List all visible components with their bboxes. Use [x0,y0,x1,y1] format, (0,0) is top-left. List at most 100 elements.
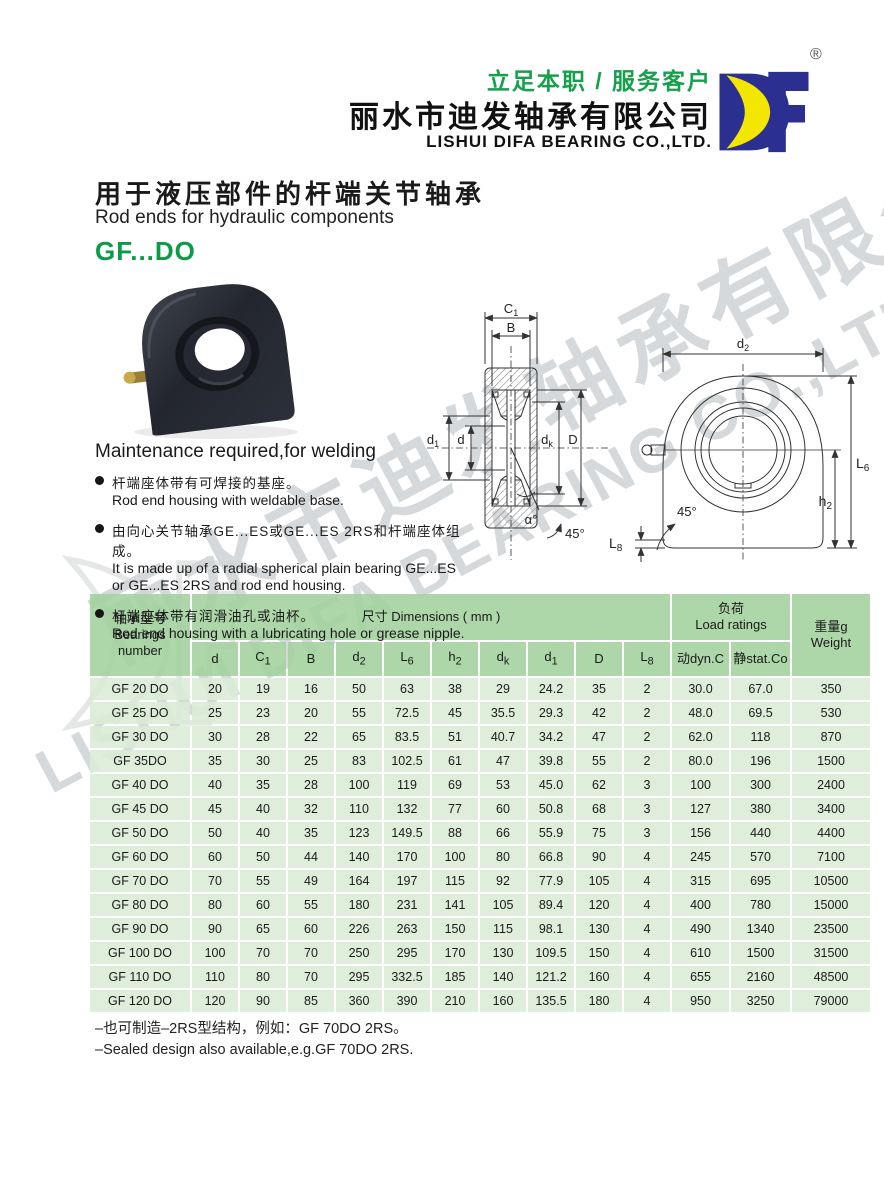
bearing-model-cell: GF 50 DO [90,822,190,844]
table-cell: 127 [672,798,729,820]
table-cell: 47 [576,726,622,748]
table-cell: 48.0 [672,702,729,724]
company-name-en: LISHUI DIFA BEARING CO.,LTD. [426,132,712,151]
table-cell: 80.0 [672,750,729,772]
table-cell: 61 [432,750,478,772]
table-cell: 45 [432,702,478,724]
table-cell: 123 [336,822,382,844]
table-cell: 30 [192,726,238,748]
table-cell: 360 [336,990,382,1012]
table-cell: 2 [624,726,670,748]
brand-slogan: 立足本职 / 服务客户 [486,68,712,94]
table-cell: 35 [288,822,334,844]
registered-trademark-icon: ® [810,46,822,63]
table-cell: 50.8 [528,798,574,820]
table-cell: 44 [288,846,334,868]
table-cell: 66 [480,822,526,844]
section-view [427,312,609,560]
table-cell: 140 [336,846,382,868]
table-cell: 35.5 [480,702,526,724]
footnote-cn: –也可制造–2RS型结构，例如：GF 70DO 2RS。 [95,1021,408,1037]
column-header: d2 [336,642,382,676]
spec-table: 轴承型号 Bearings number 尺寸 Dimensions ( mm … [88,592,872,1014]
table-cell: 65 [240,918,286,940]
table-cell: 80 [480,846,526,868]
column-header-dimensions: 尺寸 Dimensions ( mm ) [192,594,670,640]
dim-label-l6: L6 [856,455,870,474]
dim-label-h2: h2 [819,493,833,512]
table-cell: 28 [288,774,334,796]
table-cell: 300 [731,774,790,796]
table-cell: 77.9 [528,870,574,892]
table-cell: 4400 [792,822,870,844]
bearing-model-cell: GF 110 DO [90,966,190,988]
table-cell: 245 [672,846,729,868]
bearing-model-cell: GF 30 DO [90,726,190,748]
table-cell: 40 [240,822,286,844]
table-cell: 45.0 [528,774,574,796]
bullet-text-cn: 由向心关节轴承GE...ES或GE...ES 2RS和杆端座体组成。 [112,523,461,559]
table-cell: 160 [480,990,526,1012]
table-cell: 55 [288,894,334,916]
table-cell: 29.3 [528,702,574,724]
table-cell: 53 [480,774,526,796]
bearing-model-cell: GF 25 DO [90,702,190,724]
table-cell: 350 [792,678,870,700]
table-cell: 90 [240,990,286,1012]
page-title-cn: 用于液压部件的杆端关节轴承 [95,179,486,209]
table-cell: 69.5 [731,702,790,724]
table-cell: 50 [240,846,286,868]
table-cell: 3 [624,798,670,820]
table-cell: 196 [731,750,790,772]
page-title-en: Rod ends for hydraulic components [95,207,394,228]
table-cell: 197 [384,870,430,892]
table-cell: 19 [240,678,286,700]
table-cell: 23 [240,702,286,724]
table-cell: 110 [192,966,238,988]
table-cell: 55 [336,702,382,724]
table-cell: 4 [624,942,670,964]
table-cell: 62 [576,774,622,796]
table-cell: 135.5 [528,990,574,1012]
table-cell: 55 [240,870,286,892]
table-cell: 118 [731,726,790,748]
table-cell: 1500 [731,942,790,964]
maintenance-heading: Maintenance required,for welding [95,441,376,462]
table-cell: 231 [384,894,430,916]
table-cell: 780 [731,894,790,916]
table-cell: 15000 [792,894,870,916]
table-cell: 4 [624,870,670,892]
bearing-model-cell: GF 40 DO [90,774,190,796]
table-cell: 2 [624,678,670,700]
table-cell: 2160 [731,966,790,988]
table-cell: 35 [240,774,286,796]
table-cell: 156 [672,822,729,844]
table-cell: 31500 [792,942,870,964]
table-cell: 23500 [792,918,870,940]
table-cell: 170 [384,846,430,868]
table-cell: 130 [576,918,622,940]
table-row: GF 45 DO 45 40 32 110 132 77 60 50.8 68 3 127 380 340… [90,798,870,820]
table-cell: 79000 [792,990,870,1012]
table-row: GF 100 DO 100 70 70 250 295 170 130 109.5 150 4 610… [90,942,870,964]
maintenance-bullet: 杆端座体带有润滑油孔或油杯。 Rod end housing with a lub… [95,605,467,643]
table-cell: 380 [731,798,790,820]
bearing-model-cell: GF 90 DO [90,918,190,940]
footnote-en: –Sealed design also available,e.g.GF 70D… [95,1042,414,1059]
bearing-model-cell: GF 45 DO [90,798,190,820]
table-cell: 115 [480,918,526,940]
column-header: L8 [624,642,670,676]
table-cell: 150 [576,942,622,964]
table-cell: 115 [432,870,478,892]
table-cell: 210 [432,990,478,1012]
column-header: B [288,642,334,676]
table-cell: 1500 [792,750,870,772]
table-cell: 132 [384,798,430,820]
table-cell: 121.2 [528,966,574,988]
dim-label-dk: dk [541,432,553,449]
column-header: 静stat.Co [731,642,790,676]
table-cell: 180 [336,894,382,916]
table-cell: 390 [384,990,430,1012]
